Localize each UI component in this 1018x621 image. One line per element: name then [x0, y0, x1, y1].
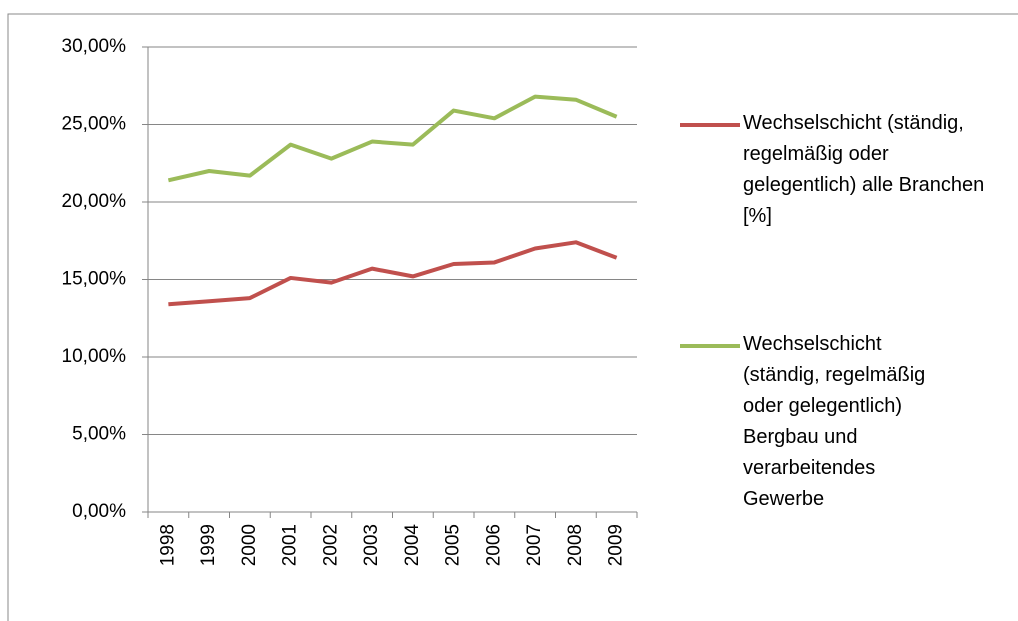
x-tick-label: 2008: [565, 524, 586, 566]
x-tick-label: 2000: [239, 524, 260, 566]
x-tick-label: 2009: [606, 524, 627, 566]
series-line: [167, 94, 618, 183]
x-tick-label: 2004: [402, 524, 423, 567]
legend-entry: Wechselschicht (ständig, regelmäßig oder…: [680, 329, 1000, 515]
x-tick-label: 2006: [483, 524, 504, 566]
x-tick-label: 1999: [198, 524, 219, 566]
x-tick-label: 2003: [361, 524, 382, 566]
legend-label: Wechselschicht (ständig, regelmäßig oder…: [743, 112, 985, 227]
legend-swatch: [680, 123, 740, 127]
x-tick-label: 2002: [320, 524, 341, 566]
chart-frame: [7, 13, 1018, 621]
legend-swatch: [680, 344, 740, 348]
y-tick-label: 20,00%: [62, 191, 127, 212]
y-tick-label: 25,00%: [62, 114, 127, 135]
x-tick-label: 2001: [280, 524, 301, 566]
y-tick-label: 0,00%: [72, 501, 126, 522]
y-tick-label: 15,00%: [62, 269, 127, 290]
x-tick-label: 1998: [157, 524, 178, 566]
legend-label: Wechselschicht (ständig, regelmäßig oder…: [743, 333, 926, 510]
y-tick-label: 10,00%: [62, 346, 127, 367]
series-line: [168, 240, 618, 307]
y-tick-label: 5,00%: [72, 424, 126, 445]
y-tick-label: 30,00%: [62, 36, 127, 57]
x-tick-label: 2005: [443, 524, 464, 566]
x-tick-label: 2007: [524, 524, 545, 566]
legend-entry: Wechselschicht (ständig, regelmäßig oder…: [680, 108, 1000, 232]
